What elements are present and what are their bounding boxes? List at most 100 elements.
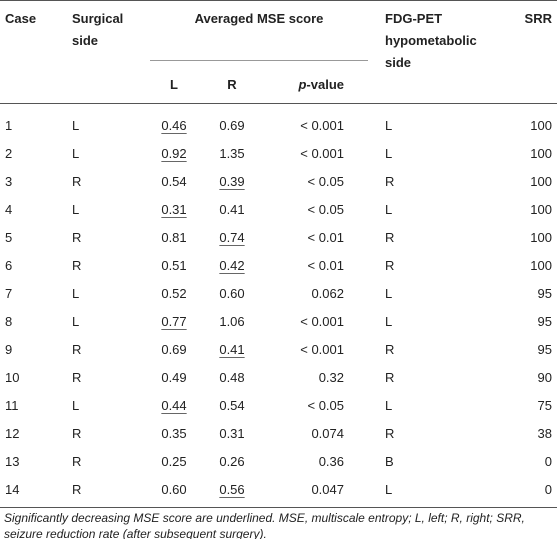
header-p-value: p-value bbox=[280, 74, 344, 96]
header-l: L bbox=[170, 77, 178, 92]
p-value: < 0.05 bbox=[307, 398, 344, 413]
fdg-side: R bbox=[385, 174, 395, 189]
surgical-side: L bbox=[72, 286, 80, 301]
case: 14 bbox=[5, 482, 20, 497]
srr: 95 bbox=[537, 342, 552, 357]
mse-r: 0.54 bbox=[219, 398, 245, 413]
mse-r: 0.41 bbox=[219, 342, 245, 357]
case: 9 bbox=[5, 342, 13, 357]
header-fdg: FDG-PET hypometabolic side bbox=[385, 11, 477, 70]
fdg-side: R bbox=[385, 230, 395, 245]
srr: 100 bbox=[530, 258, 552, 273]
mse-l: 0.49 bbox=[161, 370, 187, 385]
mse-l: 0.51 bbox=[161, 258, 187, 273]
srr: 100 bbox=[530, 118, 552, 133]
case: 10 bbox=[5, 370, 20, 385]
srr: 0 bbox=[544, 482, 552, 497]
case: 2 bbox=[5, 146, 13, 161]
srr: 95 bbox=[537, 314, 552, 329]
header-r: R bbox=[227, 77, 237, 92]
surgical-side: L bbox=[72, 398, 80, 413]
p-value: < 0.05 bbox=[307, 202, 344, 217]
srr: 100 bbox=[530, 202, 552, 217]
case: 4 bbox=[5, 202, 13, 217]
mse-l: 0.44 bbox=[161, 398, 187, 413]
p-value: < 0.001 bbox=[300, 314, 344, 329]
mse-r: 0.56 bbox=[219, 482, 245, 497]
surgical-side: R bbox=[72, 482, 82, 497]
p-value: < 0.05 bbox=[307, 174, 344, 189]
surgical-side: L bbox=[72, 202, 80, 217]
mse-l: 0.31 bbox=[161, 202, 187, 217]
mse-r: 1.06 bbox=[219, 314, 245, 329]
p-value: 0.32 bbox=[318, 370, 344, 385]
p-value: < 0.01 bbox=[307, 230, 344, 245]
bottom-rule bbox=[0, 507, 557, 508]
srr: 95 bbox=[537, 286, 552, 301]
mse-l: 0.60 bbox=[161, 482, 187, 497]
fdg-side: L bbox=[385, 314, 393, 329]
surgical-side: L bbox=[72, 314, 80, 329]
mse-l: 0.25 bbox=[161, 454, 187, 469]
mse-r: 1.35 bbox=[219, 146, 245, 161]
mse-l: 0.69 bbox=[161, 342, 187, 357]
case: 13 bbox=[5, 454, 20, 469]
mse-r: 0.48 bbox=[219, 370, 245, 385]
mse-r: 0.42 bbox=[219, 258, 245, 273]
fdg-side: R bbox=[385, 342, 395, 357]
fdg-side: L bbox=[385, 118, 393, 133]
mse-r: 0.69 bbox=[219, 118, 245, 133]
surgical-side: R bbox=[72, 370, 82, 385]
fdg-side: R bbox=[385, 370, 395, 385]
p-value: 0.062 bbox=[311, 286, 344, 301]
case: 11 bbox=[5, 398, 19, 413]
header-rule bbox=[0, 103, 557, 104]
fdg-side: L bbox=[385, 286, 393, 301]
fdg-side: B bbox=[385, 454, 394, 469]
fdg-side: L bbox=[385, 202, 393, 217]
case: 7 bbox=[5, 286, 13, 301]
fdg-side: L bbox=[385, 146, 393, 161]
mse-r: 0.60 bbox=[219, 286, 245, 301]
srr: 0 bbox=[544, 454, 552, 469]
p-value: 0.074 bbox=[311, 426, 344, 441]
fdg-side: R bbox=[385, 258, 395, 273]
group-rule bbox=[150, 60, 368, 61]
case: 1 bbox=[5, 118, 13, 133]
mse-l: 0.54 bbox=[161, 174, 187, 189]
srr: 100 bbox=[530, 230, 552, 245]
footnote: Significantly decreasing MSE score are u… bbox=[4, 511, 525, 539]
p-value: 0.047 bbox=[311, 482, 344, 497]
p-rest: -value bbox=[306, 77, 344, 92]
mse-r: 0.74 bbox=[219, 230, 245, 245]
mse-l: 0.81 bbox=[161, 230, 187, 245]
fdg-side: L bbox=[385, 482, 393, 497]
p-value: 0.36 bbox=[318, 454, 344, 469]
mse-l: 0.46 bbox=[161, 118, 187, 133]
surgical-side: R bbox=[72, 342, 82, 357]
case: 5 bbox=[5, 230, 13, 245]
surgical-side: L bbox=[72, 118, 80, 133]
surgical-side: R bbox=[72, 454, 82, 469]
mse-l: 0.92 bbox=[161, 146, 187, 161]
fdg-side: R bbox=[385, 426, 395, 441]
p-value: < 0.01 bbox=[307, 258, 344, 273]
srr: 100 bbox=[530, 174, 552, 189]
srr: 100 bbox=[530, 146, 552, 161]
mse-l: 0.52 bbox=[161, 286, 187, 301]
mse-l: 0.77 bbox=[161, 314, 187, 329]
mse-r: 0.31 bbox=[219, 426, 245, 441]
srr: 90 bbox=[537, 370, 552, 385]
p-italic: p bbox=[298, 77, 307, 92]
mse-r: 0.26 bbox=[219, 454, 245, 469]
mse-r: 0.41 bbox=[219, 202, 245, 217]
surgical-side: R bbox=[72, 174, 82, 189]
fdg-side: L bbox=[385, 398, 393, 413]
header-surgical-side: Surgical side bbox=[72, 11, 124, 48]
srr: 38 bbox=[537, 426, 552, 441]
surgical-side: L bbox=[72, 146, 80, 161]
mse-l: 0.35 bbox=[161, 426, 187, 441]
case: 6 bbox=[5, 258, 13, 273]
header-srr: SRR bbox=[524, 11, 552, 26]
